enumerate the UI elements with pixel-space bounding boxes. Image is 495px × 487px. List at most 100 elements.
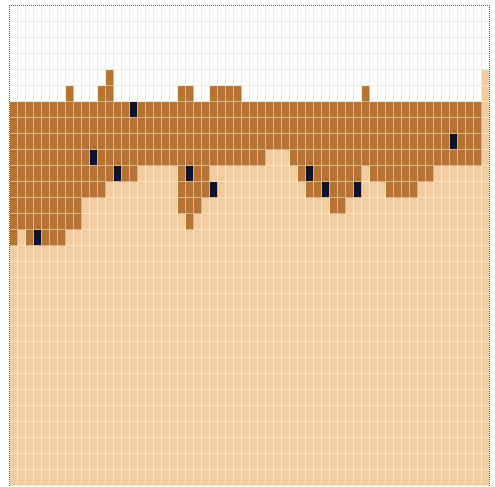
empty-block[interactable] — [226, 38, 234, 54]
sand-block[interactable] — [186, 230, 194, 246]
dirt-block[interactable] — [82, 134, 90, 150]
dirt-block[interactable] — [186, 150, 194, 166]
dirt-block[interactable] — [130, 166, 138, 182]
sand-block[interactable] — [106, 230, 114, 246]
sand-block[interactable] — [274, 358, 282, 374]
sand-block[interactable] — [90, 390, 98, 406]
empty-block[interactable] — [26, 54, 34, 70]
empty-block[interactable] — [146, 22, 154, 38]
sand-block[interactable] — [346, 422, 354, 438]
sand-block[interactable] — [426, 278, 434, 294]
dirt-block[interactable] — [370, 166, 378, 182]
sand-block[interactable] — [314, 198, 322, 214]
sand-block[interactable] — [146, 262, 154, 278]
sand-block[interactable] — [122, 214, 130, 230]
sand-block[interactable] — [322, 422, 330, 438]
sand-block[interactable] — [186, 390, 194, 406]
sand-block[interactable] — [266, 374, 274, 390]
empty-block[interactable] — [130, 86, 138, 102]
sand-block[interactable] — [34, 342, 42, 358]
sand-block[interactable] — [426, 310, 434, 326]
sand-block[interactable] — [154, 198, 162, 214]
sand-block[interactable] — [274, 406, 282, 422]
sand-block[interactable] — [338, 390, 346, 406]
dirt-block[interactable] — [314, 150, 322, 166]
empty-block[interactable] — [386, 38, 394, 54]
dirt-block[interactable] — [458, 102, 466, 118]
dirt-block[interactable] — [178, 182, 186, 198]
sand-block[interactable] — [170, 438, 178, 454]
sand-block[interactable] — [178, 470, 186, 486]
dirt-block[interactable] — [362, 86, 370, 102]
dirt-block[interactable] — [354, 102, 362, 118]
sand-block[interactable] — [194, 422, 202, 438]
sand-block[interactable] — [338, 358, 346, 374]
sand-block[interactable] — [378, 294, 386, 310]
dirt-block[interactable] — [402, 166, 410, 182]
sand-block[interactable] — [482, 118, 489, 134]
empty-block[interactable] — [378, 22, 386, 38]
sand-block[interactable] — [258, 198, 266, 214]
dirt-block[interactable] — [66, 214, 74, 230]
sand-block[interactable] — [130, 342, 138, 358]
empty-block[interactable] — [114, 6, 122, 22]
sand-block[interactable] — [266, 166, 274, 182]
sand-block[interactable] — [114, 326, 122, 342]
sand-block[interactable] — [434, 454, 442, 470]
empty-block[interactable] — [330, 86, 338, 102]
dirt-block[interactable] — [282, 134, 290, 150]
empty-block[interactable] — [426, 6, 434, 22]
sand-block[interactable] — [50, 358, 58, 374]
sand-block[interactable] — [10, 454, 18, 470]
sand-block[interactable] — [90, 422, 98, 438]
sand-block[interactable] — [482, 358, 489, 374]
sand-block[interactable] — [42, 454, 50, 470]
dirt-block[interactable] — [410, 150, 418, 166]
sand-block[interactable] — [114, 246, 122, 262]
sand-block[interactable] — [98, 246, 106, 262]
sand-block[interactable] — [306, 422, 314, 438]
dirt-block[interactable] — [338, 118, 346, 134]
sand-block[interactable] — [26, 470, 34, 486]
sand-block[interactable] — [226, 230, 234, 246]
sand-block[interactable] — [234, 406, 242, 422]
empty-block[interactable] — [34, 70, 42, 86]
sand-block[interactable] — [178, 326, 186, 342]
dirt-block[interactable] — [26, 134, 34, 150]
sand-block[interactable] — [90, 438, 98, 454]
sand-block[interactable] — [250, 326, 258, 342]
sand-block[interactable] — [266, 246, 274, 262]
sand-block[interactable] — [274, 182, 282, 198]
sand-block[interactable] — [106, 262, 114, 278]
sand-block[interactable] — [338, 470, 346, 486]
empty-block[interactable] — [186, 38, 194, 54]
sand-block[interactable] — [218, 310, 226, 326]
dirt-block[interactable] — [34, 214, 42, 230]
empty-block[interactable] — [170, 54, 178, 70]
sand-block[interactable] — [138, 166, 146, 182]
sand-block[interactable] — [298, 390, 306, 406]
dirt-block[interactable] — [250, 134, 258, 150]
sand-block[interactable] — [346, 326, 354, 342]
sand-block[interactable] — [250, 342, 258, 358]
dirt-block[interactable] — [202, 102, 210, 118]
sand-block[interactable] — [314, 342, 322, 358]
empty-block[interactable] — [402, 86, 410, 102]
empty-block[interactable] — [458, 54, 466, 70]
dirt-block[interactable] — [218, 134, 226, 150]
sand-block[interactable] — [450, 326, 458, 342]
sand-block[interactable] — [250, 294, 258, 310]
sand-block[interactable] — [42, 278, 50, 294]
dirt-block[interactable] — [442, 118, 450, 134]
empty-block[interactable] — [298, 38, 306, 54]
dirt-block[interactable] — [386, 102, 394, 118]
sand-block[interactable] — [162, 294, 170, 310]
sand-block[interactable] — [386, 422, 394, 438]
dirt-block[interactable] — [130, 118, 138, 134]
sand-block[interactable] — [466, 454, 474, 470]
empty-block[interactable] — [106, 38, 114, 54]
sand-block[interactable] — [218, 182, 226, 198]
sand-block[interactable] — [426, 422, 434, 438]
dirt-block[interactable] — [106, 166, 114, 182]
sand-block[interactable] — [434, 262, 442, 278]
